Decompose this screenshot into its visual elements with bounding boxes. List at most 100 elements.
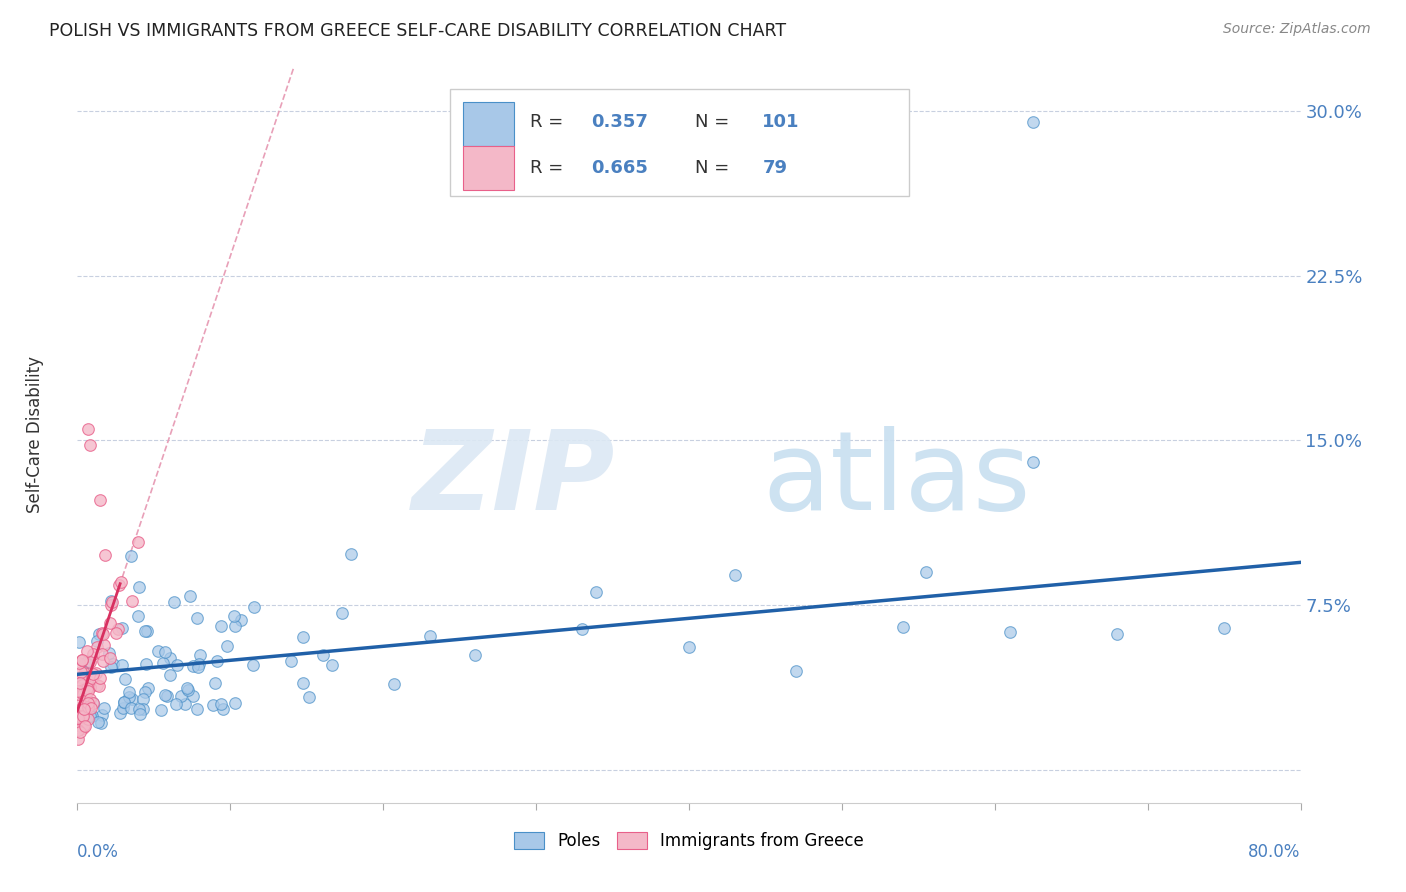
Point: [224, 609, 246, 624]
Point: [70, 678, 93, 692]
Point: [190, 648, 212, 662]
Point: [121, 593, 143, 607]
Point: [243, 599, 266, 614]
Point: [723, 568, 745, 582]
Point: [177, 683, 200, 698]
Point: [86, 714, 108, 729]
Point: [67, 635, 90, 649]
Point: [136, 681, 159, 695]
Point: [224, 619, 246, 633]
Point: [159, 667, 181, 681]
Point: [67, 714, 90, 728]
Point: [186, 702, 208, 716]
FancyBboxPatch shape: [463, 146, 515, 190]
Point: [77, 683, 100, 698]
Point: [1107, 627, 1129, 641]
Point: [73, 718, 96, 732]
Point: [215, 640, 238, 654]
Point: [231, 613, 253, 627]
Point: [1320, 623, 1343, 637]
Point: [86, 640, 108, 655]
Point: [188, 657, 211, 672]
Text: 79: 79: [762, 160, 787, 178]
Point: [76, 700, 98, 714]
Point: [70, 696, 93, 710]
Point: [201, 698, 224, 713]
Point: [75, 691, 97, 706]
Point: [134, 685, 156, 699]
Point: [91, 627, 114, 641]
Point: [79, 709, 101, 723]
Point: [72, 699, 94, 714]
Point: [152, 657, 174, 671]
Point: [79, 700, 101, 714]
Point: [1213, 621, 1236, 635]
Point: [67, 709, 90, 723]
Point: [128, 701, 150, 715]
Point: [79, 438, 101, 452]
Point: [76, 644, 98, 658]
Point: [72, 682, 94, 697]
Point: [67, 703, 90, 717]
Point: [91, 647, 114, 661]
Point: [100, 593, 122, 607]
Point: [82, 697, 104, 711]
Text: 101: 101: [762, 113, 800, 131]
Point: [321, 657, 343, 672]
Point: [93, 701, 115, 715]
Point: [70, 653, 93, 667]
Point: [114, 672, 136, 686]
Point: [72, 721, 94, 735]
Point: [82, 709, 104, 723]
Point: [67, 723, 90, 737]
Point: [187, 660, 209, 674]
Point: [291, 630, 314, 644]
Point: [82, 671, 104, 685]
Point: [77, 654, 100, 668]
Point: [77, 712, 100, 726]
Point: [146, 644, 169, 658]
Point: [170, 689, 193, 703]
Point: [67, 714, 90, 728]
Text: 0.0%: 0.0%: [77, 843, 120, 862]
Point: [174, 697, 197, 711]
Point: [183, 659, 205, 673]
Point: [181, 689, 204, 703]
Point: [340, 547, 363, 561]
Point: [69, 716, 91, 731]
Point: [128, 707, 150, 722]
Point: [571, 622, 593, 636]
Point: [127, 609, 149, 624]
Point: [785, 664, 807, 678]
Point: [298, 690, 321, 705]
Point: [69, 725, 91, 739]
Point: [112, 695, 135, 709]
Point: [915, 565, 938, 579]
FancyBboxPatch shape: [450, 89, 910, 195]
Point: [292, 676, 315, 690]
Point: [73, 681, 96, 695]
Point: [132, 692, 155, 706]
Point: [998, 624, 1021, 639]
Point: [678, 640, 700, 654]
Point: [100, 598, 122, 612]
Point: [94, 548, 117, 562]
Point: [77, 703, 100, 717]
Point: [112, 695, 135, 709]
Point: [186, 611, 208, 625]
Point: [67, 711, 90, 725]
Point: [179, 589, 201, 603]
Point: [211, 702, 233, 716]
Text: 0.357: 0.357: [591, 113, 648, 131]
Point: [132, 702, 155, 716]
Point: [100, 660, 122, 674]
Point: [149, 703, 172, 717]
Point: [120, 549, 142, 564]
Point: [67, 707, 90, 722]
Point: [82, 667, 104, 681]
Point: [209, 619, 232, 633]
Point: [312, 648, 335, 662]
Point: [242, 658, 264, 673]
Point: [891, 619, 914, 633]
Point: [84, 666, 107, 681]
